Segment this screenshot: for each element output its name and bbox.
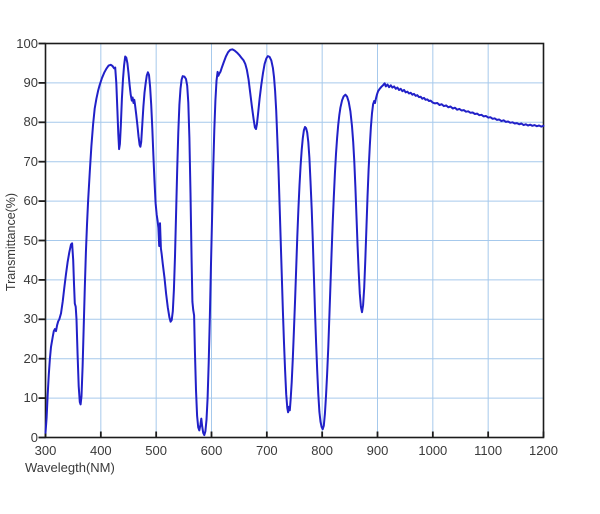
y-tick-label: 0 — [30, 429, 38, 445]
y-tick-label: 60 — [23, 193, 38, 209]
y-tick-label: 10 — [23, 390, 38, 406]
x-tick-label: 1200 — [529, 443, 558, 458]
x-tick-label: 300 — [34, 443, 57, 458]
y-tick-label: 40 — [23, 271, 38, 287]
x-tick-label: 600 — [200, 443, 223, 458]
spectrum-curve — [44, 48, 545, 437]
y-tick-label: 80 — [23, 114, 38, 130]
x-tick-label: 800 — [311, 443, 333, 458]
y-tick-label: 50 — [23, 232, 38, 248]
y-tick-label: 70 — [23, 153, 38, 169]
x-tick-label: 400 — [89, 443, 112, 458]
x-tick-label: 1100 — [474, 443, 503, 458]
y-tick-label: 30 — [23, 311, 38, 327]
x-tick-label: 700 — [255, 443, 278, 458]
x-tick-label: 500 — [145, 443, 167, 458]
y-tick-label: 100 — [16, 35, 38, 51]
x-tick-label: 1000 — [418, 443, 448, 458]
y-tick-label: 20 — [23, 350, 38, 366]
x-tick-label: 900 — [366, 443, 389, 458]
y-tick-label: 90 — [23, 74, 38, 90]
x-axis-title: Wavelegth(NM) — [25, 460, 115, 475]
